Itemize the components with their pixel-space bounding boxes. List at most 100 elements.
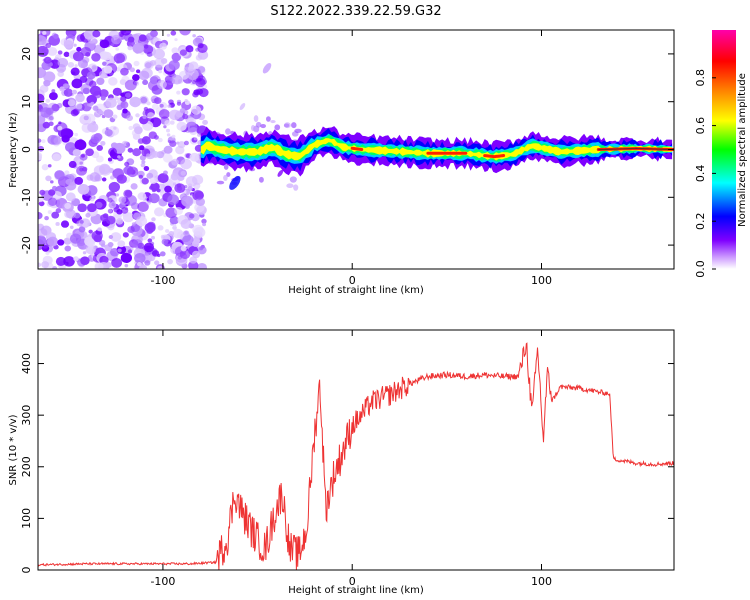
noise-blob bbox=[53, 33, 59, 39]
noise-blob bbox=[126, 142, 130, 146]
noise-blob bbox=[90, 101, 95, 106]
noise-blob bbox=[70, 233, 82, 244]
noise-blob bbox=[199, 246, 204, 251]
noise-blob bbox=[148, 193, 160, 204]
noise-blob bbox=[156, 79, 167, 89]
noise-blob bbox=[193, 137, 198, 141]
colorbar-tick-label: 0.8 bbox=[694, 69, 707, 87]
noise-blob bbox=[41, 261, 50, 269]
edge-blob bbox=[283, 123, 290, 128]
noise-blob bbox=[154, 97, 162, 104]
noise-blob bbox=[88, 229, 93, 234]
noise-blob bbox=[145, 32, 154, 41]
noise-blob bbox=[99, 51, 109, 60]
noise-blob bbox=[179, 107, 186, 114]
noise-blob bbox=[38, 145, 44, 152]
noise-blob bbox=[170, 30, 177, 36]
noise-blob bbox=[52, 266, 58, 269]
noise-blob bbox=[132, 42, 145, 54]
noise-blob bbox=[142, 115, 147, 119]
noise-blob bbox=[176, 90, 181, 95]
noise-blob bbox=[146, 200, 152, 205]
noise-blob bbox=[73, 43, 77, 47]
colorbar: 0.0 0.2 0.4 0.6 0.8 Normalized spectral ampl… bbox=[694, 30, 748, 278]
spectrogram-y-tick-label: -10 bbox=[20, 188, 33, 206]
spectrogram-y-axis-label: Frequency (Hz) bbox=[8, 112, 19, 188]
noise-blob bbox=[167, 259, 174, 265]
noise-blob bbox=[166, 33, 171, 37]
noise-blob bbox=[38, 138, 42, 143]
noise-blob bbox=[195, 187, 199, 191]
noise-blob bbox=[195, 197, 206, 206]
colorbar-tick-label: 0.6 bbox=[694, 117, 707, 135]
noise-blob bbox=[57, 50, 63, 55]
noise-blob bbox=[94, 262, 104, 269]
noise-blob bbox=[100, 95, 106, 101]
noise-blob bbox=[43, 56, 52, 64]
noise-blob bbox=[201, 218, 207, 224]
noise-blob bbox=[192, 34, 196, 38]
noise-blob bbox=[60, 128, 73, 139]
noise-blob bbox=[73, 256, 79, 262]
noise-blob bbox=[76, 34, 85, 42]
noise-blob bbox=[191, 105, 202, 115]
noise-blob bbox=[146, 153, 151, 158]
noise-blob bbox=[38, 212, 43, 220]
noise-blob bbox=[63, 88, 73, 97]
noise-blob bbox=[120, 67, 129, 76]
noise-blob bbox=[80, 46, 92, 57]
noise-blob bbox=[151, 217, 156, 222]
edge-blob bbox=[293, 184, 299, 191]
edge-blob bbox=[216, 180, 225, 185]
noise-blob bbox=[97, 227, 102, 232]
noise-blob bbox=[101, 177, 107, 182]
noise-blob bbox=[181, 88, 190, 96]
noise-blob bbox=[132, 148, 142, 157]
noise-blob bbox=[38, 115, 46, 125]
colorbar-tick-label: 0.4 bbox=[694, 165, 707, 183]
noise-blob bbox=[126, 166, 139, 178]
noise-blob bbox=[120, 92, 125, 97]
noise-blob bbox=[118, 196, 127, 204]
snr-x-ticks: -100 0 100 bbox=[150, 330, 552, 588]
noise-blob bbox=[78, 226, 86, 233]
noise-blob bbox=[164, 120, 171, 126]
noise-blob bbox=[45, 43, 52, 49]
noise-blob bbox=[71, 71, 76, 76]
noise-blob bbox=[188, 213, 195, 219]
noise-blob bbox=[132, 133, 141, 140]
noise-blob bbox=[108, 147, 118, 156]
noise-blob bbox=[157, 137, 163, 143]
noise-blob bbox=[164, 185, 172, 193]
noise-blob bbox=[129, 67, 135, 73]
noise-blob bbox=[74, 139, 87, 151]
noise-blob bbox=[196, 88, 204, 95]
noise-blob bbox=[64, 210, 73, 219]
noise-blob bbox=[159, 251, 166, 257]
snr-y-tick-label: 400 bbox=[20, 353, 33, 374]
noise-blob bbox=[100, 243, 106, 248]
noise-blob bbox=[111, 257, 123, 268]
noise-blob bbox=[117, 155, 121, 159]
noise-blob bbox=[168, 109, 181, 121]
noise-blob bbox=[140, 96, 148, 104]
noise-blob bbox=[38, 262, 42, 268]
noise-blob bbox=[107, 157, 113, 162]
noise-blob bbox=[47, 46, 58, 56]
noise-blob bbox=[120, 30, 132, 36]
noise-blob bbox=[174, 38, 178, 42]
noise-blob bbox=[179, 30, 191, 36]
noise-blob bbox=[129, 96, 141, 108]
noise-blob bbox=[139, 154, 146, 161]
noise-blob bbox=[134, 126, 143, 135]
noise-blob bbox=[38, 142, 41, 147]
spectrogram-x-tick-label: 0 bbox=[349, 274, 356, 287]
noise-blob bbox=[38, 111, 42, 117]
noise-blob bbox=[89, 85, 101, 96]
noise-blob bbox=[96, 144, 103, 151]
spectrogram-x-axis-label: Height of straight line (km) bbox=[288, 285, 424, 296]
edge-blob bbox=[225, 128, 231, 135]
snr-y-tick-label: 0 bbox=[20, 567, 33, 574]
